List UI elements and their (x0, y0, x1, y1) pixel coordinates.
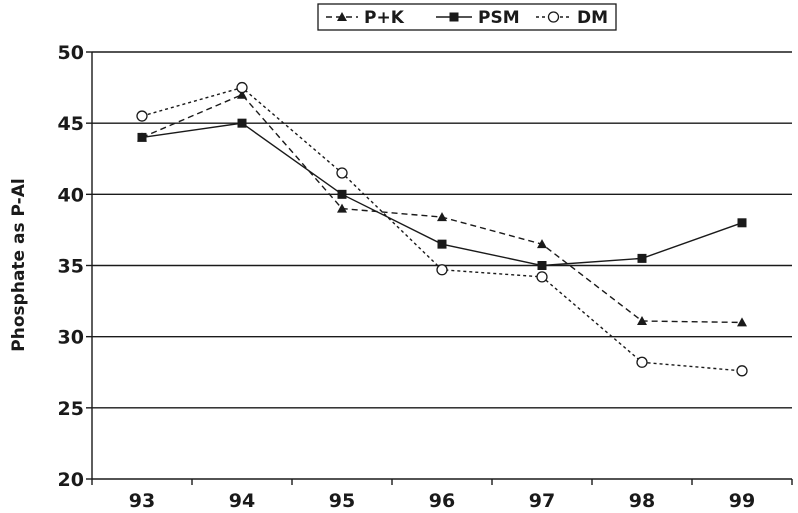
y-tick-label-45: 45 (58, 113, 84, 135)
series-DM (136, 81, 748, 377)
axes (86, 51, 793, 485)
point-PSM-98 (637, 253, 647, 263)
y-tick-label-40: 40 (58, 184, 84, 206)
point-P+K-97 (537, 239, 547, 249)
point-DM-95 (336, 167, 348, 179)
legend-marker-P+K (337, 12, 347, 21)
series-layer (136, 81, 748, 377)
x-tick-label-93: 93 (129, 490, 155, 512)
x-tick-label-94: 94 (229, 490, 255, 512)
point-DM-94 (236, 81, 248, 94)
point-PSM-97 (537, 261, 547, 270)
x-tick-label-98: 98 (629, 490, 655, 512)
legend-label-PSM: PSM (478, 8, 520, 28)
point-DM-97 (536, 271, 548, 283)
point-P+K-95 (337, 203, 347, 213)
x-tick-label-95: 95 (329, 490, 355, 512)
legend-marker-PSM (449, 12, 459, 22)
point-PSM-99 (737, 218, 747, 228)
point-P+K-98 (637, 316, 647, 326)
y-tick-label-25: 25 (58, 398, 84, 420)
series-line-DM (141, 86, 743, 372)
point-DM-96 (436, 264, 448, 276)
point-DM-99 (736, 365, 748, 377)
point-P+K-96 (437, 212, 447, 222)
point-PSM-95 (337, 189, 347, 199)
point-DM-93 (136, 110, 148, 122)
y-axis-title: Phosphate as P-Al (9, 178, 29, 351)
point-DM-98 (636, 356, 648, 368)
point-PSM-93 (137, 132, 147, 142)
legend-item-P+K: P+K (326, 8, 405, 28)
series-line-P+K (141, 93, 743, 324)
tick-labels: 20 25 30 35 40 45 50 93 94 95 96 97 98 99 (58, 42, 756, 512)
y-tick-label-20: 20 (58, 469, 84, 491)
point-PSM-96 (437, 239, 447, 249)
point-P+K-99 (737, 317, 747, 327)
legend: P+K PSM DM (317, 3, 617, 31)
point-P+K-94 (237, 89, 247, 99)
x-tick-label-97: 97 (529, 490, 555, 512)
legend-marker-DM (547, 11, 560, 23)
x-tick-label-96: 96 (429, 490, 455, 512)
x-tick-label-99: 99 (729, 490, 755, 512)
series-PSM (137, 118, 747, 270)
legend-item-PSM: PSM (436, 8, 520, 28)
y-tick-label-35: 35 (58, 256, 84, 278)
y-tick-label-30: 30 (58, 327, 84, 349)
gridlines (92, 51, 792, 409)
y-tick-label-50: 50 (58, 42, 84, 64)
legend-label-P+K: P+K (364, 8, 405, 28)
legend-label-DM: DM (577, 8, 608, 28)
legend-item-DM: DM (536, 8, 608, 28)
point-PSM-94 (237, 118, 247, 128)
